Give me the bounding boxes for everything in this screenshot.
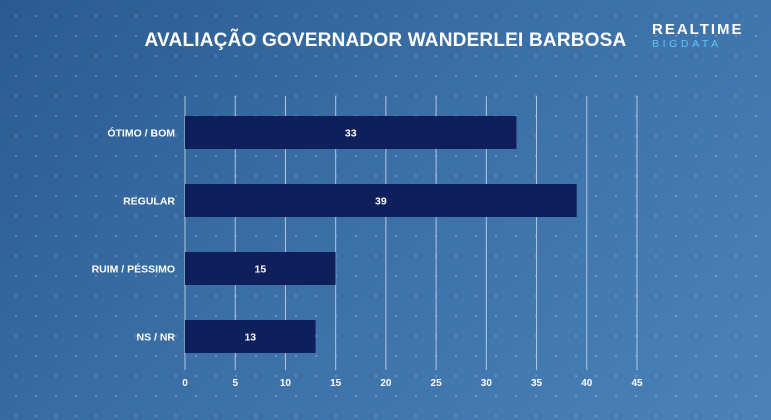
x-tick-label: 5 [232, 378, 238, 389]
data-label: 33 [345, 128, 357, 140]
x-tick-label: 30 [481, 378, 493, 389]
x-tick-label: 20 [380, 378, 392, 389]
bar-2 [185, 252, 336, 285]
category-label: NS / NR [136, 332, 175, 344]
x-tick-label: 45 [631, 378, 643, 389]
x-tick-label: 0 [182, 378, 188, 389]
realtime-bigdata-logo: REALTIME BIGDATA [652, 21, 744, 51]
category-label: REGULAR [123, 196, 175, 208]
bar-0 [185, 116, 517, 149]
data-label: 15 [254, 264, 266, 276]
category-label: RUIM / PÉSSIMO [92, 263, 175, 276]
x-tick-label: 15 [330, 378, 342, 389]
bar-3 [185, 320, 316, 353]
x-tick-label: 35 [531, 378, 543, 389]
logo-line-2: BIGDATA [652, 38, 722, 50]
category-label: ÓTIMO / BOM [107, 127, 175, 140]
x-tick-label: 25 [431, 378, 443, 389]
logo-line-1: REALTIME [652, 21, 744, 38]
x-tick-label: 10 [280, 378, 292, 389]
x-tick-label: 40 [581, 378, 593, 389]
data-label: 39 [375, 196, 387, 208]
bar-1 [185, 184, 577, 217]
chart-title: AVALIAÇÃO GOVERNADOR WANDERLEI BARBOSA [144, 30, 627, 51]
data-label: 13 [244, 332, 256, 344]
